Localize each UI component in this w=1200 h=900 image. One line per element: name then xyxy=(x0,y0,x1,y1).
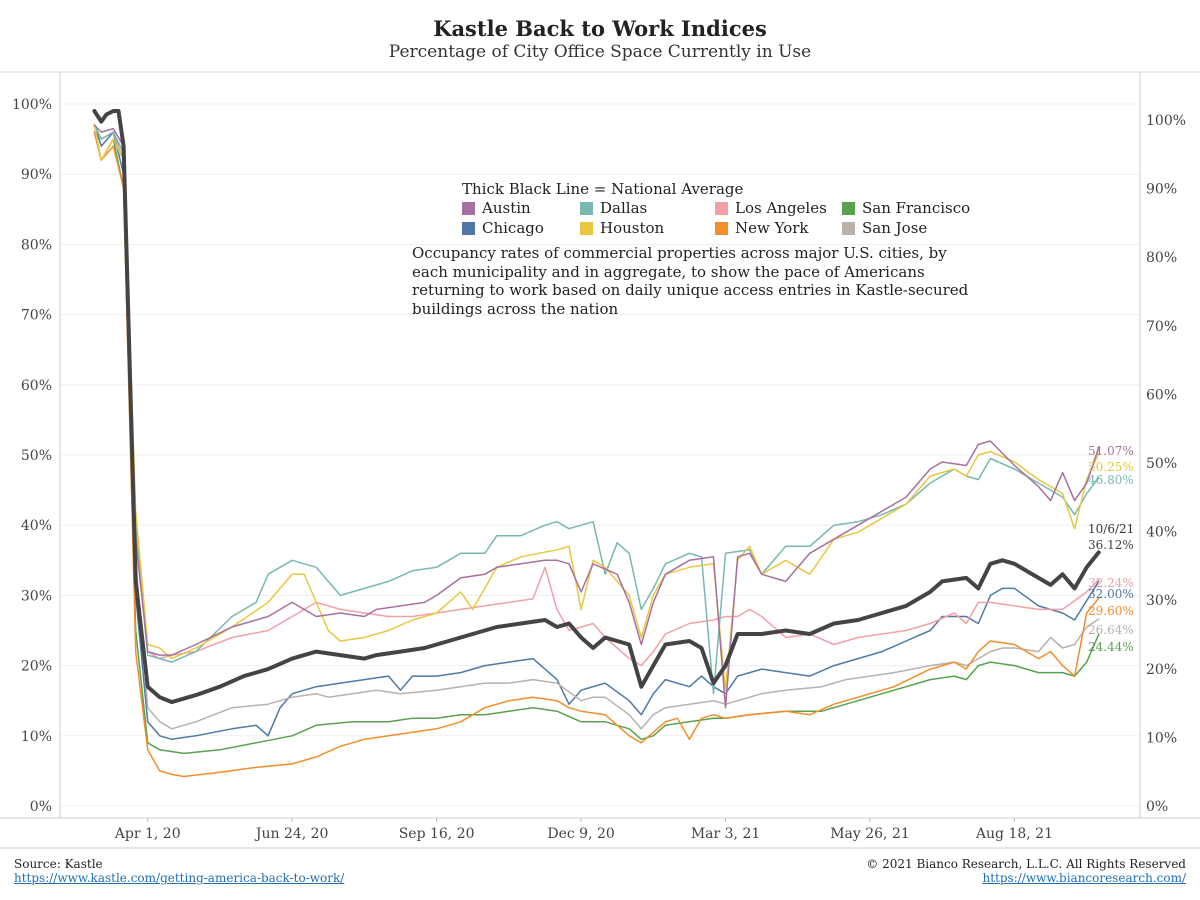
end-label-los-angeles: 32.24% xyxy=(1088,576,1134,590)
series-line-san-jose xyxy=(93,124,1100,730)
footer-source: Source: Kastle xyxy=(14,857,103,871)
series-line-san-francisco xyxy=(93,131,1100,755)
y-tick-left-10: 10% xyxy=(21,729,52,745)
legend-item-los-angeles: Los Angeles xyxy=(715,199,827,217)
copyright-link[interactable]: https://www.biancoresearch.com/ xyxy=(982,871,1186,885)
legend-item-dallas: Dallas xyxy=(580,199,647,217)
legend-label: San Jose xyxy=(862,219,928,237)
end-label-houston: 50.25% xyxy=(1088,460,1134,474)
y-tick-left-90: 90% xyxy=(21,167,52,183)
x-tick-label: Jun 24, 20 xyxy=(254,826,329,842)
series-line-austin xyxy=(93,124,1100,709)
end-label-chicago: 32.00% xyxy=(1088,587,1134,601)
end-label-dallas: 46.80% xyxy=(1088,473,1134,487)
series-line-new-york xyxy=(93,131,1100,778)
legend-label: New York xyxy=(735,219,809,237)
end-label-austin: 51.07% xyxy=(1088,444,1134,458)
y-tick-left-0: 0% xyxy=(30,799,52,815)
legend-swatch xyxy=(580,201,593,215)
x-tick-label: Mar 3, 21 xyxy=(691,826,760,842)
y-tick-right-40: 40% xyxy=(1146,525,1177,541)
y-tick-right-50: 50% xyxy=(1146,456,1177,472)
legend-swatch xyxy=(842,221,855,235)
y-tick-right-90: 90% xyxy=(1146,182,1177,198)
y-tick-left-40: 40% xyxy=(21,518,52,534)
end-label-new-york: 29.60% xyxy=(1088,604,1134,618)
chart-title: Kastle Back to Work Indices xyxy=(433,16,767,41)
legend-item-san-francisco: San Francisco xyxy=(842,199,970,217)
legend-label: Dallas xyxy=(600,199,648,217)
y-tick-right-10: 10% xyxy=(1146,730,1177,746)
y-tick-right-100: 100% xyxy=(1146,113,1186,129)
footer-copyright: © 2021 Bianco Research, L.L.C. All Right… xyxy=(866,857,1186,871)
x-tick-label: Aug 18, 21 xyxy=(975,826,1053,842)
legend-item-chicago: Chicago xyxy=(462,219,544,237)
legend-label: Los Angeles xyxy=(735,199,827,217)
y-tick-left-70: 70% xyxy=(21,308,52,324)
end-labels: 32.00% 24.44% 26.64% 29.60% 32.24% 46.80%50.2… xyxy=(1088,444,1134,654)
series-lines xyxy=(92,109,1101,778)
y-tick-left-100: 100% xyxy=(12,97,52,113)
y-tick-left-20: 20% xyxy=(21,659,52,675)
chart-subtitle: Percentage of City Office Space Currentl… xyxy=(388,42,812,62)
y-tick-left-80: 80% xyxy=(21,237,52,253)
legend-item-san-jose: San Jose xyxy=(842,219,927,237)
end-label-national-average: 36.12% xyxy=(1088,538,1134,552)
chart-description: Occupancy rates of commercial properties… xyxy=(412,244,969,318)
legend-swatch xyxy=(462,221,475,235)
footer-source-link[interactable]: https://www.kastle.com/getting-america-b… xyxy=(14,871,344,885)
end-label-san-jose: 26.64% xyxy=(1088,623,1134,637)
y-tick-right-20: 20% xyxy=(1146,662,1177,678)
y-tick-left-30: 30% xyxy=(21,588,52,604)
end-date-label: 10/6/21 xyxy=(1088,522,1134,536)
x-tick-label: Sep 16, 20 xyxy=(399,826,475,842)
y-tick-right-30: 30% xyxy=(1146,593,1177,609)
footer-copyright-link[interactable]: https://www.biancoresearch.com/ xyxy=(982,871,1186,885)
y-tick-right-60: 60% xyxy=(1146,387,1177,403)
x-tick-label: Dec 9, 20 xyxy=(547,826,614,842)
legend-item-new-york: New York xyxy=(715,219,809,237)
x-tick-label: Apr 1, 20 xyxy=(114,826,181,842)
legend-label: Houston xyxy=(600,219,665,237)
series-line-national-average xyxy=(92,109,1101,705)
end-label-san-francisco: 24.44% xyxy=(1088,640,1134,654)
legend-label: Chicago xyxy=(482,219,544,237)
legend-swatch xyxy=(462,201,475,215)
legend-item-austin: Austin xyxy=(462,199,531,217)
legend-swatch xyxy=(715,221,728,235)
grid-lines xyxy=(60,103,1140,807)
legend-label: San Francisco xyxy=(862,199,971,217)
x-tick-label: May 26, 21 xyxy=(830,826,910,842)
source-link[interactable]: https://www.kastle.com/getting-america-b… xyxy=(14,871,345,885)
legend-swatch xyxy=(842,201,855,215)
legend-item-houston: Houston xyxy=(580,219,664,237)
series-line-dallas xyxy=(93,124,1100,695)
y-tick-left-60: 60% xyxy=(21,378,52,394)
y-tick-right-80: 80% xyxy=(1146,250,1177,266)
legend-swatch xyxy=(715,201,728,215)
y-tick-right-0: 0% xyxy=(1146,799,1168,815)
y-tick-right-70: 70% xyxy=(1146,319,1177,335)
legend-title: Thick Black Line = National Average xyxy=(462,180,744,198)
axes: 0% 0% 10% 10% 20% 20% 30% 30% 40% 40% 50% 50% 60% 60%… xyxy=(0,71,1200,849)
legend-label: Austin xyxy=(482,199,531,217)
legend-swatch xyxy=(580,221,593,235)
y-tick-left-50: 50% xyxy=(21,448,52,464)
